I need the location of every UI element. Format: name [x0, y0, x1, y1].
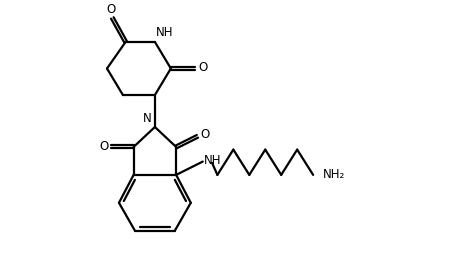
Text: N: N [143, 112, 152, 125]
Text: NH: NH [204, 154, 221, 167]
Text: NH₂: NH₂ [322, 168, 345, 181]
Text: O: O [99, 140, 109, 153]
Text: O: O [200, 129, 210, 142]
Text: O: O [198, 61, 207, 74]
Text: NH: NH [156, 26, 173, 39]
Text: O: O [106, 3, 116, 16]
